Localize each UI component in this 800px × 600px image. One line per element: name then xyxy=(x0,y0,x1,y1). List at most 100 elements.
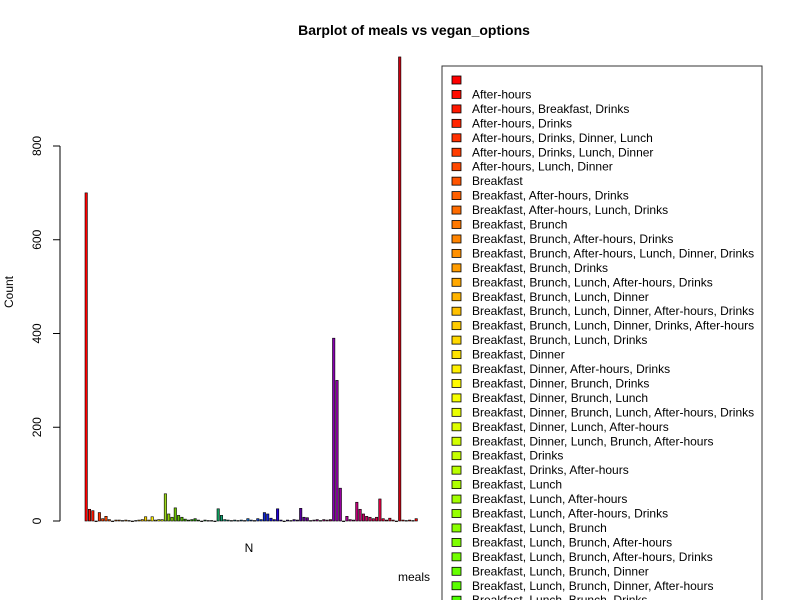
y-tick-label: 0 xyxy=(30,517,44,524)
bar xyxy=(312,519,316,522)
y-axis: 0 200 400 600 800 xyxy=(30,136,61,524)
bar xyxy=(101,518,105,522)
bar xyxy=(342,520,346,522)
bar xyxy=(414,518,418,522)
legend-swatch xyxy=(451,350,462,359)
bar xyxy=(167,513,171,522)
chart-title: Barplot of meals vs vegan_options xyxy=(298,22,530,38)
bar xyxy=(266,513,270,522)
legend-label: Breakfast, Brunch, Lunch, Dinner, Drinks… xyxy=(472,319,754,333)
bars-group xyxy=(84,56,418,522)
bar xyxy=(249,519,253,522)
bar xyxy=(173,507,177,522)
legend-label: After-hours xyxy=(472,87,531,101)
bar xyxy=(183,518,187,522)
bar xyxy=(216,508,220,522)
bar xyxy=(361,513,365,522)
bar xyxy=(111,520,115,522)
bar xyxy=(243,520,247,522)
legend-label: Breakfast, Drinks xyxy=(472,449,563,463)
legend-label: Breakfast, Drinks, After-hours xyxy=(472,463,629,477)
legend-label: After-hours, Drinks xyxy=(472,116,572,130)
legend-swatch xyxy=(451,292,462,302)
y-tick-label: 200 xyxy=(30,417,44,437)
bar xyxy=(384,519,388,522)
legend-label: Breakfast, Dinner, After-hours, Drinks xyxy=(472,362,670,376)
bar xyxy=(220,515,224,522)
bar xyxy=(325,519,329,522)
legend-swatch xyxy=(451,306,462,316)
legend-label: After-hours, Lunch, Dinner xyxy=(472,160,613,174)
bar xyxy=(262,512,266,522)
legend-swatch xyxy=(451,234,462,244)
bar xyxy=(276,508,280,522)
legend-label: Breakfast, Lunch, Brunch, Dinner xyxy=(472,564,649,578)
legend-swatch xyxy=(451,75,462,85)
legend-swatch xyxy=(451,133,462,143)
legend-swatch xyxy=(451,90,462,99)
bar xyxy=(140,519,144,522)
legend-swatch xyxy=(451,566,462,576)
legend-swatch xyxy=(451,220,462,229)
bar xyxy=(318,520,322,522)
legend-label: Breakfast, Brunch, After-hours, Drinks xyxy=(472,232,673,246)
bar xyxy=(154,519,158,522)
legend-swatch xyxy=(451,509,462,518)
bar xyxy=(236,520,240,522)
bar xyxy=(130,520,134,522)
bar xyxy=(375,516,379,522)
bar xyxy=(150,516,154,522)
bar xyxy=(285,519,289,522)
legend-label: After-hours, Drinks, Lunch, Dinner xyxy=(472,145,653,159)
legend-swatch xyxy=(451,523,462,533)
bar xyxy=(305,517,309,522)
bar xyxy=(299,508,303,522)
bar xyxy=(239,519,243,522)
bar xyxy=(88,508,92,522)
legend-swatch xyxy=(451,263,462,273)
bar xyxy=(408,519,412,522)
bar xyxy=(229,520,233,522)
bar xyxy=(381,518,385,522)
bar xyxy=(259,519,263,522)
bar xyxy=(163,493,167,522)
legend-swatch xyxy=(451,248,462,258)
legend-label: Breakfast, Brunch xyxy=(472,218,567,232)
group-label: N xyxy=(245,541,254,555)
bar xyxy=(345,516,349,522)
legend-swatch xyxy=(451,552,462,562)
legend-label: Breakfast, Lunch, After-hours xyxy=(472,492,627,506)
legend-label: Breakfast, Dinner, Brunch, Lunch xyxy=(472,391,648,405)
legend-label: Breakfast, Dinner, Lunch, Brunch, After-… xyxy=(472,434,713,448)
bar xyxy=(401,519,405,522)
bar xyxy=(253,520,257,522)
bar xyxy=(246,518,250,522)
legend-label: Breakfast, Brunch, Lunch, After-hours, D… xyxy=(472,275,713,289)
legend-swatch xyxy=(451,451,462,461)
legend-swatch xyxy=(451,538,462,547)
bar xyxy=(200,520,204,522)
bar xyxy=(322,519,326,522)
y-tick-label: 400 xyxy=(30,323,44,343)
bar xyxy=(121,520,125,522)
legend-label: Breakfast, Brunch, Lunch, Dinner xyxy=(472,290,649,304)
bar xyxy=(295,519,299,522)
legend-swatch xyxy=(451,393,462,403)
legend-label: Breakfast, Dinner, Brunch, Lunch, After-… xyxy=(472,405,754,419)
legend-box xyxy=(441,65,763,600)
bar xyxy=(365,516,369,522)
legend-label: Breakfast xyxy=(472,174,523,188)
bar xyxy=(338,487,342,522)
bar xyxy=(84,192,88,522)
bar xyxy=(206,520,210,522)
bar xyxy=(180,516,184,522)
bar xyxy=(302,516,306,522)
legend-swatch xyxy=(451,364,462,374)
legend-swatch xyxy=(451,407,462,417)
legend-label: After-hours, Drinks, Dinner, Lunch xyxy=(472,131,653,145)
bar xyxy=(358,508,362,522)
legend-label: Breakfast, Dinner xyxy=(472,348,565,362)
bar xyxy=(279,519,283,522)
